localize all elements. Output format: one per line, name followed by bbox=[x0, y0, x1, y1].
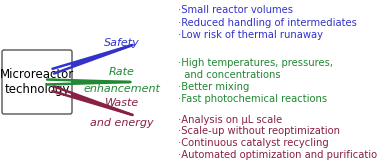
Text: ·Fast photochemical reactions: ·Fast photochemical reactions bbox=[178, 94, 327, 104]
Text: and energy: and energy bbox=[90, 117, 154, 128]
Text: ·High temperatures, pressures,: ·High temperatures, pressures, bbox=[178, 58, 333, 68]
Text: ·Small reactor volumes: ·Small reactor volumes bbox=[178, 5, 293, 15]
Text: Microreactor
technology: Microreactor technology bbox=[0, 68, 74, 96]
Text: ·Better mixing: ·Better mixing bbox=[178, 82, 249, 92]
Text: ·Automated optimization and purifications: ·Automated optimization and purification… bbox=[178, 149, 378, 160]
Text: and concentrations: and concentrations bbox=[178, 70, 280, 80]
Text: ·Analysis on μL scale: ·Analysis on μL scale bbox=[178, 115, 282, 125]
Text: enhancement: enhancement bbox=[84, 84, 160, 94]
Text: ·Continuous catalyst recycling: ·Continuous catalyst recycling bbox=[178, 138, 329, 148]
Text: ·Reduced handling of intermediates: ·Reduced handling of intermediates bbox=[178, 17, 357, 28]
Text: Rate: Rate bbox=[109, 67, 135, 77]
Text: Safety: Safety bbox=[104, 37, 140, 48]
Text: Waste: Waste bbox=[105, 97, 139, 108]
Text: ·Low risk of thermal runaway: ·Low risk of thermal runaway bbox=[178, 30, 323, 40]
Text: ·Scale-up without reoptimization: ·Scale-up without reoptimization bbox=[178, 127, 340, 136]
FancyBboxPatch shape bbox=[2, 50, 72, 114]
